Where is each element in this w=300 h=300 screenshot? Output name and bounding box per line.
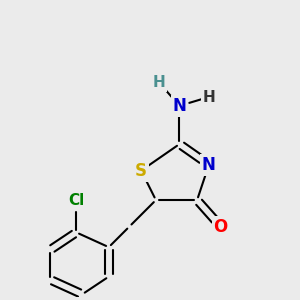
Text: O: O [214,218,228,236]
Text: H: H [152,75,165,90]
Text: S: S [135,162,147,180]
Text: N: N [202,156,216,174]
Text: H: H [202,89,215,104]
Text: N: N [172,97,186,115]
Text: Cl: Cl [68,193,85,208]
